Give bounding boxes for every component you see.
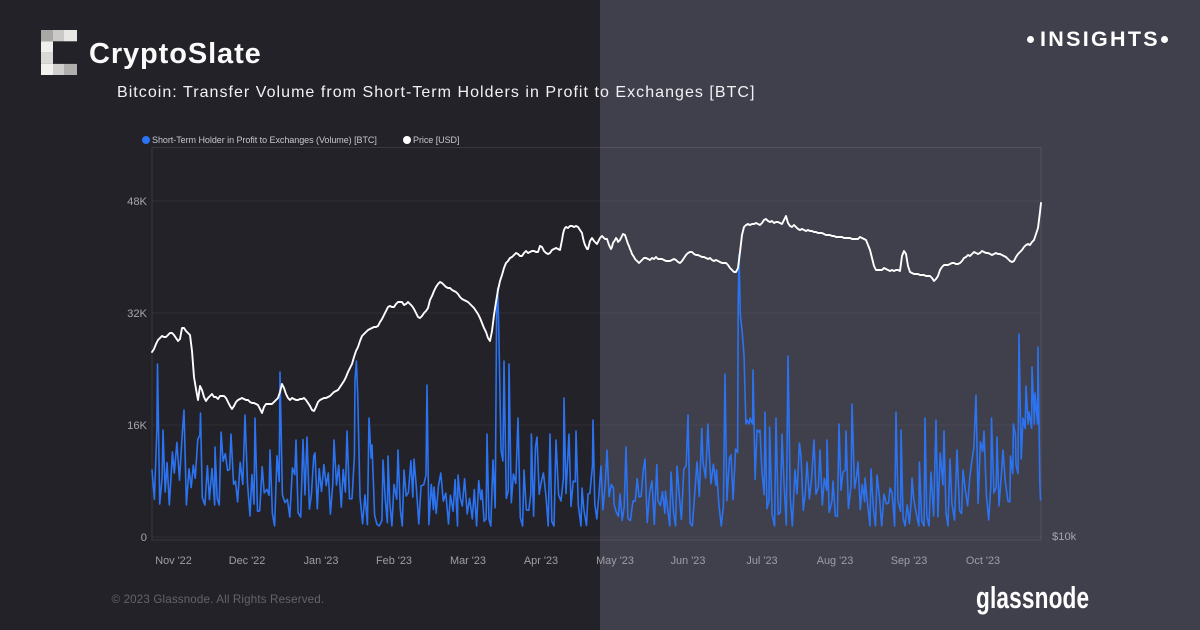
svg-text:Sep '23: Sep '23 bbox=[891, 555, 928, 567]
svg-text:Apr '23: Apr '23 bbox=[524, 555, 558, 567]
svg-text:Mar '23: Mar '23 bbox=[450, 555, 486, 567]
svg-text:Nov '22: Nov '22 bbox=[155, 555, 192, 567]
svg-text:0: 0 bbox=[141, 532, 147, 544]
svg-text:Aug '23: Aug '23 bbox=[817, 555, 854, 567]
svg-text:Oct '23: Oct '23 bbox=[966, 555, 1000, 567]
svg-text:32K: 32K bbox=[127, 308, 147, 320]
svg-text:May '23: May '23 bbox=[596, 555, 634, 567]
svg-text:Jun '23: Jun '23 bbox=[671, 555, 706, 567]
svg-text:Feb '23: Feb '23 bbox=[376, 555, 412, 567]
svg-text:Jul '23: Jul '23 bbox=[746, 555, 777, 567]
svg-text:$10k: $10k bbox=[1052, 531, 1077, 543]
svg-text:16K: 16K bbox=[127, 420, 147, 432]
svg-text:Dec '22: Dec '22 bbox=[229, 555, 266, 567]
svg-text:Jan '23: Jan '23 bbox=[304, 555, 339, 567]
svg-text:48K: 48K bbox=[127, 196, 147, 208]
